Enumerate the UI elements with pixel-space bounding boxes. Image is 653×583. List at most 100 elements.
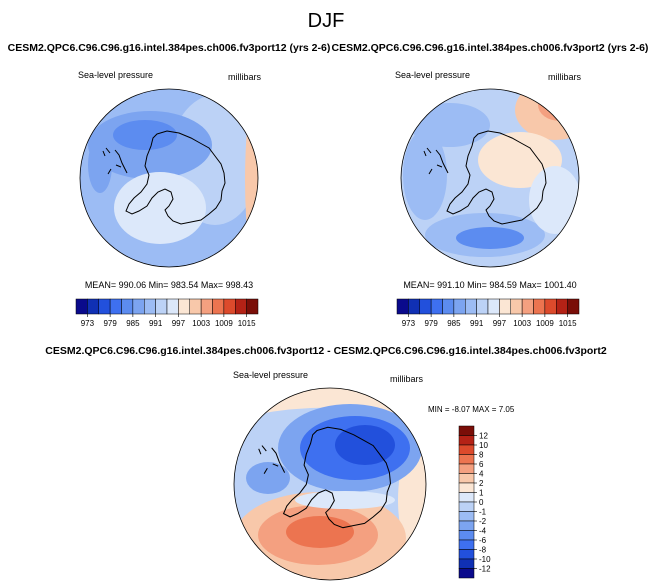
panel-3-colorbar-swatch	[458, 539, 475, 550]
panel-3-colorbar-tick-label: 12	[479, 432, 488, 441]
panel-2-colorbar-swatch	[567, 298, 580, 315]
panel-3-colorbar-tick-label: -1	[479, 508, 487, 517]
panel-1-fill-east-edge	[245, 100, 258, 260]
panel-2-fill-s-core	[456, 227, 524, 249]
panel-1-colorbar-tick-label: 1015	[238, 319, 256, 328]
panel-2-antarctica-coast	[423, 130, 547, 225]
panel-2-colorbar-swatch	[487, 298, 500, 315]
panel-1-colorbar-tick-label: 1003	[192, 319, 210, 328]
panel-2-colorbar-tick-label: 997	[493, 319, 507, 328]
panel-3-colorbar-tick-label: -2	[479, 517, 487, 526]
panel-2-colorbar-swatch	[419, 298, 432, 315]
panel-2-colorbar-tick-label: 1015	[559, 319, 577, 328]
panel-1-right-label: millibars	[228, 72, 262, 82]
panel-1-colorbar-tick-label: 991	[149, 319, 163, 328]
panel-1-colorbar-tick-label: 973	[81, 319, 95, 328]
panel-2-colorbar-tick-label: 1003	[513, 319, 531, 328]
panel-3-colorbar-swatch	[458, 558, 475, 569]
panel-3-map-border	[233, 387, 427, 581]
panel-3-right-label: millibars	[390, 374, 424, 384]
panel-1-colorbar-swatch	[189, 298, 202, 315]
panel-1-fill-low-core	[113, 120, 177, 150]
panel-2-colorbar-swatch	[510, 298, 523, 315]
panel-1-colorbar-swatch	[200, 298, 213, 315]
panel-3-colorbar-swatch	[458, 473, 475, 484]
panel-2-colorbar-swatch	[430, 298, 443, 315]
panel-3-colorbar-swatch	[458, 568, 475, 579]
panel-2-colorbar-tick-label: 991	[470, 319, 484, 328]
panel-2-fill-w-low	[403, 130, 447, 220]
panel-1-colorbar: 973 979 985 991 997 1003 1009 1015	[75, 298, 259, 328]
panel-1-colorbar-tick-label: 985	[126, 319, 140, 328]
panel-2-colorbar-tick-label: 979	[424, 319, 438, 328]
panel-2-colorbar-tick-label: 973	[402, 319, 416, 328]
panel-1-colorbar-swatch	[246, 298, 259, 315]
panel-1-fill-west-low	[88, 137, 112, 193]
panel-2-left-label: Sea-level pressure	[395, 70, 470, 80]
panel-2-colorbar-swatch	[465, 298, 477, 315]
panel-1-colorbar-swatch	[75, 298, 88, 315]
panel-3-colorbar-tick-label: -12	[479, 565, 491, 574]
panel-2-title: CESM2.QPC6.C96.C96.g16.intel.384pes.ch00…	[332, 42, 649, 54]
panel-2-fill-ne-core	[538, 89, 579, 121]
panel-2-map	[401, 89, 579, 267]
panel-1-colorbar-swatch	[98, 298, 111, 315]
panel-2-colorbar: 973 979 985 991 997 1003 1009 1015	[396, 298, 580, 328]
panel-3-colorbar-swatch	[458, 501, 475, 512]
panel-2-colorbar-swatch	[453, 298, 466, 315]
panel-2-fill-e	[529, 166, 579, 234]
panel-1-left-label: Sea-level pressure	[78, 70, 153, 80]
panel-2-colorbar-swatch	[521, 298, 534, 315]
panel-1-title: CESM2.QPC6.C96.C96.g16.intel.384pes.ch00…	[8, 42, 331, 54]
panel-2-colorbar-swatch	[408, 298, 420, 315]
panel-2-fill-ne-high	[515, 89, 579, 140]
panel-1-map-border	[79, 88, 259, 268]
panel-3-colorbar-swatch	[458, 511, 475, 522]
panel-3-fill-west-neg	[246, 462, 290, 494]
panel-1-colorbar-swatch	[155, 298, 168, 315]
panel-2-colorbar-swatch	[476, 298, 489, 315]
panel-2-stats: MEAN= 991.10 Min= 984.59 Max= 1001.40	[403, 280, 576, 290]
panel-3-colorbar-swatch	[458, 435, 475, 446]
panel-1-colorbar-swatch	[132, 298, 145, 315]
panel-3-colorbar-swatch	[458, 454, 475, 465]
panel-2-colorbar-tick-label: 1009	[536, 319, 554, 328]
panel-3-fill-pos-core	[286, 516, 354, 548]
panel-2-colorbar-swatch	[556, 298, 568, 315]
panel-3-colorbar-tick-label: -10	[479, 555, 491, 564]
panel-3-colorbar-tick-label: -8	[479, 546, 487, 555]
panel-1-colorbar-swatch	[121, 298, 134, 315]
panel-1-colorbar-swatch	[166, 298, 179, 315]
panel-1: CESM2.QPC6.C96.C96.g16.intel.384pes.ch00…	[8, 42, 331, 328]
panel-2-colorbar-tick-label: 985	[447, 319, 461, 328]
panel-3-colorbar-tick-label: 0	[479, 498, 484, 507]
panel-3-fill-zero-band	[295, 491, 395, 509]
panel-3-colorbar-tick-label: -6	[479, 536, 487, 545]
panel-3-colorbar-swatch	[458, 549, 475, 560]
panel-1-colorbar-tick-label: 997	[172, 319, 186, 328]
panel-1-stats: MEAN= 990.06 Min= 983.54 Max= 998.43	[85, 280, 253, 290]
panel-2: CESM2.QPC6.C96.C96.g16.intel.384pes.ch00…	[332, 42, 649, 328]
panel-2-map-border	[400, 88, 580, 268]
panel-2-colorbar-swatch	[396, 298, 409, 315]
panel-3-colorbar-tick-label: 6	[479, 460, 484, 469]
panel-3-colorbar-tick-label: 1	[479, 489, 484, 498]
panel-3-left-label: Sea-level pressure	[233, 370, 308, 380]
panel-3-colorbar-swatch	[458, 520, 475, 531]
panel-3-colorbar-tick-label: 8	[479, 451, 484, 460]
panel-2-colorbar-swatch	[544, 298, 557, 315]
panel-1-colorbar-swatch	[178, 298, 190, 315]
panel-1-map	[80, 89, 258, 267]
panel-3-colorbar-tick-label: 2	[479, 479, 484, 488]
panel-3-antarctica-coast	[258, 426, 392, 529]
panel-3-colorbar-swatch	[458, 492, 475, 503]
panel-2-right-label: millibars	[548, 72, 582, 82]
panel-2-colorbar-swatch	[499, 298, 511, 315]
panel-1-antarctica-coast	[102, 130, 226, 225]
panel-2-colorbar-swatch	[533, 298, 546, 315]
panel-1-colorbar-tick-label: 979	[103, 319, 117, 328]
panel-2-colorbar-swatch	[442, 298, 455, 315]
panel-3-colorbar-tick-label: -4	[479, 527, 487, 536]
panel-1-colorbar-swatch	[144, 298, 156, 315]
